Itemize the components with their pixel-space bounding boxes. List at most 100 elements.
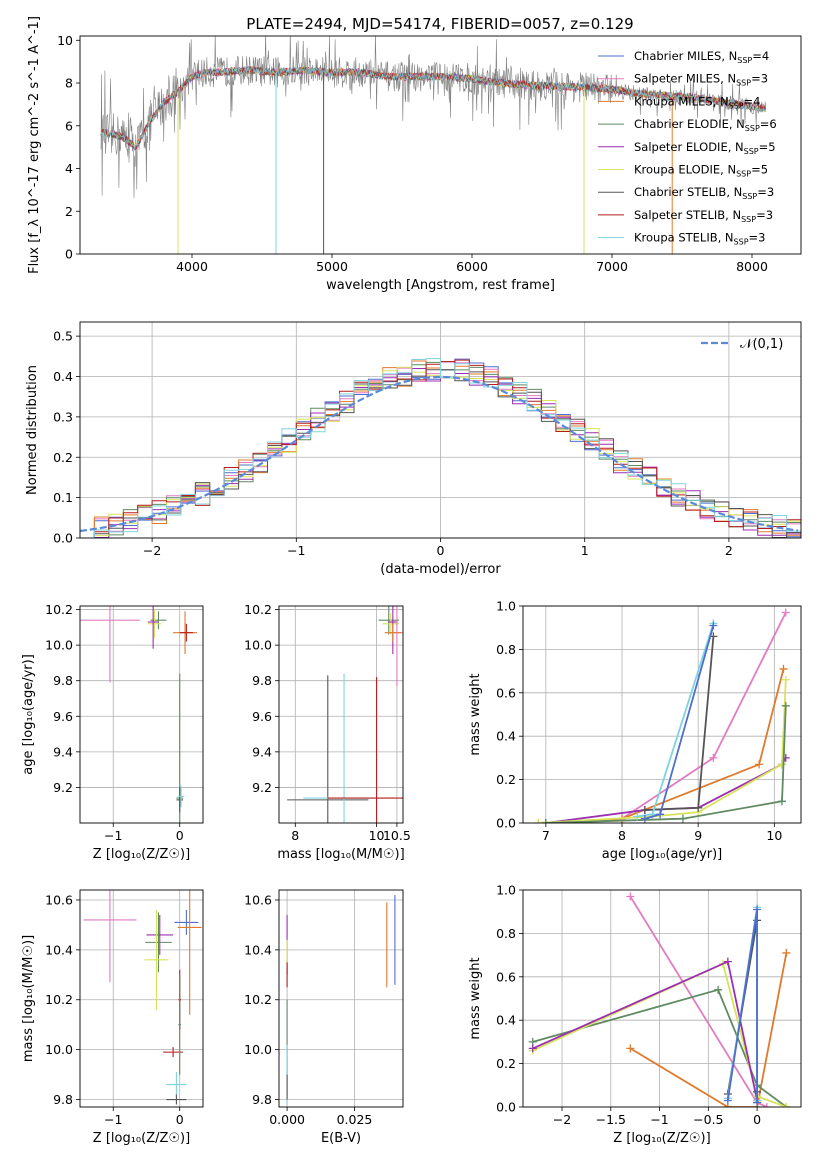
x-tick-label: 4000 bbox=[176, 259, 208, 274]
y-tick-label: 10.2 bbox=[45, 602, 73, 617]
axes-frame bbox=[278, 889, 404, 1108]
y-axis-label: mass [log₁₀(M/M☉)] bbox=[21, 935, 36, 1062]
legend-label-main: Salpeter STELIB, N bbox=[634, 208, 741, 222]
y-tick-label: 0.2 bbox=[496, 1056, 516, 1071]
spectrum-panel: 4000 5000 6000 7000 8000 0 2 4 6 8 10 wavelength [A… bbox=[27, 16, 802, 293]
y-tick-label: 0.4 bbox=[496, 729, 516, 744]
y-tick-label: 0.5 bbox=[53, 329, 73, 344]
plot-area bbox=[528, 892, 791, 1107]
weight-point-marker bbox=[753, 1098, 762, 1107]
y-tick-label: 9.6 bbox=[53, 709, 73, 724]
y-axis-label: Flux [f_λ 10^-17 erg cm^-2 s^-1 A^-1] bbox=[27, 16, 42, 274]
y-axis-label: age [log₁₀(age/yr)] bbox=[21, 654, 36, 775]
weight-point-marker bbox=[709, 753, 718, 762]
y-tick-label: 0.0 bbox=[496, 816, 516, 831]
y-tick-label: 10.2 bbox=[244, 602, 272, 617]
plot-area bbox=[100, 36, 766, 254]
legend-label-suffix: =4 bbox=[752, 49, 769, 63]
weight-point-marker bbox=[640, 805, 649, 814]
legend-label-sub: SSP bbox=[745, 124, 760, 133]
y-tick-label: 10.0 bbox=[45, 1042, 73, 1057]
weight-vs-metallicity-panel: −2 −1.5 −1 −0.5 0 0.0 0.2 0.4 0.6 0.8 1.0 Z [log₁₀(… bbox=[468, 883, 802, 1146]
x-axis-label: wavelength [Angstrom, rest frame] bbox=[326, 278, 555, 293]
weight-point-marker bbox=[709, 621, 718, 630]
weight-point-marker bbox=[762, 1103, 771, 1107]
x-tick-label: −1.5 bbox=[596, 1112, 626, 1127]
axes-frame bbox=[79, 35, 802, 255]
x-tick-label: 0.000 bbox=[269, 1112, 305, 1127]
legend-label: Kroupa MILES, NSSP=4 bbox=[634, 94, 760, 110]
x-tick-label: 0 bbox=[176, 828, 184, 843]
y-tick-label: 10.6 bbox=[45, 892, 73, 907]
weight-point-marker bbox=[781, 701, 790, 710]
legend-label-sub: SSP bbox=[734, 238, 749, 247]
weight-point-marker bbox=[714, 985, 723, 994]
y-tick-label: 0 bbox=[65, 247, 73, 262]
y-tick-label: 1.0 bbox=[496, 883, 516, 898]
x-tick-label: 8000 bbox=[736, 259, 768, 274]
figure-title: PLATE=2494, MJD=54174, FIBERID=0057, z=0… bbox=[246, 15, 633, 33]
x-tick-label: −2 bbox=[553, 1112, 571, 1127]
y-tick-label: 4 bbox=[65, 161, 73, 176]
legend-label-suffix: =3 bbox=[749, 231, 766, 245]
y-tick-label: 9.8 bbox=[252, 1092, 272, 1107]
x-tick-label: 10 bbox=[766, 828, 782, 843]
x-tick-label: 0 bbox=[437, 543, 445, 558]
y-tick-label: 10.4 bbox=[45, 942, 73, 957]
x-tick-label: −2 bbox=[143, 543, 161, 558]
y-tick-label: 2 bbox=[65, 204, 73, 219]
weight-point-marker bbox=[640, 814, 649, 823]
y-tick-label: 10 bbox=[57, 33, 73, 48]
x-axis-label: (data-model)/error bbox=[380, 562, 501, 577]
mass-vs-metallicity-panel: −1 0 9.8 10.0 10.2 10.4 10.6 Z [log₁₀(Z/Z☉)] mas… bbox=[21, 889, 204, 1146]
legend-label: Salpeter STELIB, NSSP=3 bbox=[634, 208, 773, 224]
weight-point-marker bbox=[528, 1044, 537, 1053]
legend-label: Salpeter ELODIE, NSSP=5 bbox=[634, 140, 776, 156]
x-axis-label: Z [log₁₀(Z/Z☉)] bbox=[613, 1131, 710, 1146]
histogram-step-line bbox=[80, 358, 801, 538]
y-tick-label: 0.4 bbox=[496, 1013, 516, 1028]
legend-label-main: Kroupa MILES, N bbox=[634, 94, 729, 108]
y-tick-label: 10.4 bbox=[244, 942, 272, 957]
weight-series-line bbox=[532, 960, 758, 1101]
legend-label-suffix: =6 bbox=[760, 117, 777, 131]
y-tick-label: 9.8 bbox=[53, 1092, 73, 1107]
x-tick-label: 6000 bbox=[456, 259, 488, 274]
legend-label: Chabrier ELODIE, NSSP=6 bbox=[634, 117, 777, 133]
y-tick-label: 9.4 bbox=[252, 744, 272, 759]
y-tick-label: 9.8 bbox=[53, 673, 73, 688]
weight-point-marker bbox=[723, 957, 732, 966]
legend-label-main: Chabrier ELODIE, N bbox=[634, 117, 745, 131]
x-tick-label: 8 bbox=[291, 828, 299, 843]
legend-label-suffix: =4 bbox=[744, 94, 761, 108]
plot-area bbox=[286, 894, 396, 1105]
legend-label-main: Salpeter ELODIE, N bbox=[634, 140, 744, 154]
legend-label-sub: SSP bbox=[737, 56, 752, 65]
y-tick-label: 10.0 bbox=[244, 638, 272, 653]
weight-point-marker bbox=[678, 814, 687, 823]
plot-area bbox=[80, 606, 198, 823]
x-tick-label: −1 bbox=[287, 543, 305, 558]
legend-label-suffix: =3 bbox=[751, 72, 768, 86]
x-axis-label: age [log₁₀(age/yr)] bbox=[602, 847, 723, 862]
plot-area bbox=[83, 890, 202, 1105]
y-tick-label: 9.2 bbox=[252, 780, 272, 795]
y-axis-label: mass weight bbox=[468, 673, 483, 755]
weight-point-marker bbox=[781, 608, 790, 617]
weight-point-marker bbox=[782, 1103, 791, 1107]
legend-label-suffix: =3 bbox=[757, 185, 774, 199]
legend-label-sub: SSP bbox=[736, 79, 751, 88]
weight-point-marker bbox=[656, 810, 665, 819]
y-tick-label: 9.6 bbox=[252, 709, 272, 724]
legend-label-sub: SSP bbox=[729, 101, 744, 110]
y-tick-label: 10.0 bbox=[244, 1042, 272, 1057]
weight-point-marker bbox=[781, 675, 790, 684]
legend-label: Kroupa ELODIE, NSSP=5 bbox=[634, 163, 768, 179]
legend-label: 𝒩(0,1) bbox=[740, 337, 783, 352]
x-tick-label: 0 bbox=[753, 1112, 761, 1127]
mass-vs-ebv-panel: 0.000 0.025 9.8 10.0 10.2 10.4 10.6 E(B-V) bbox=[244, 889, 404, 1146]
y-axis-label: mass weight bbox=[468, 957, 483, 1039]
y-tick-label: 8 bbox=[65, 76, 73, 91]
x-tick-label: 5000 bbox=[316, 259, 348, 274]
